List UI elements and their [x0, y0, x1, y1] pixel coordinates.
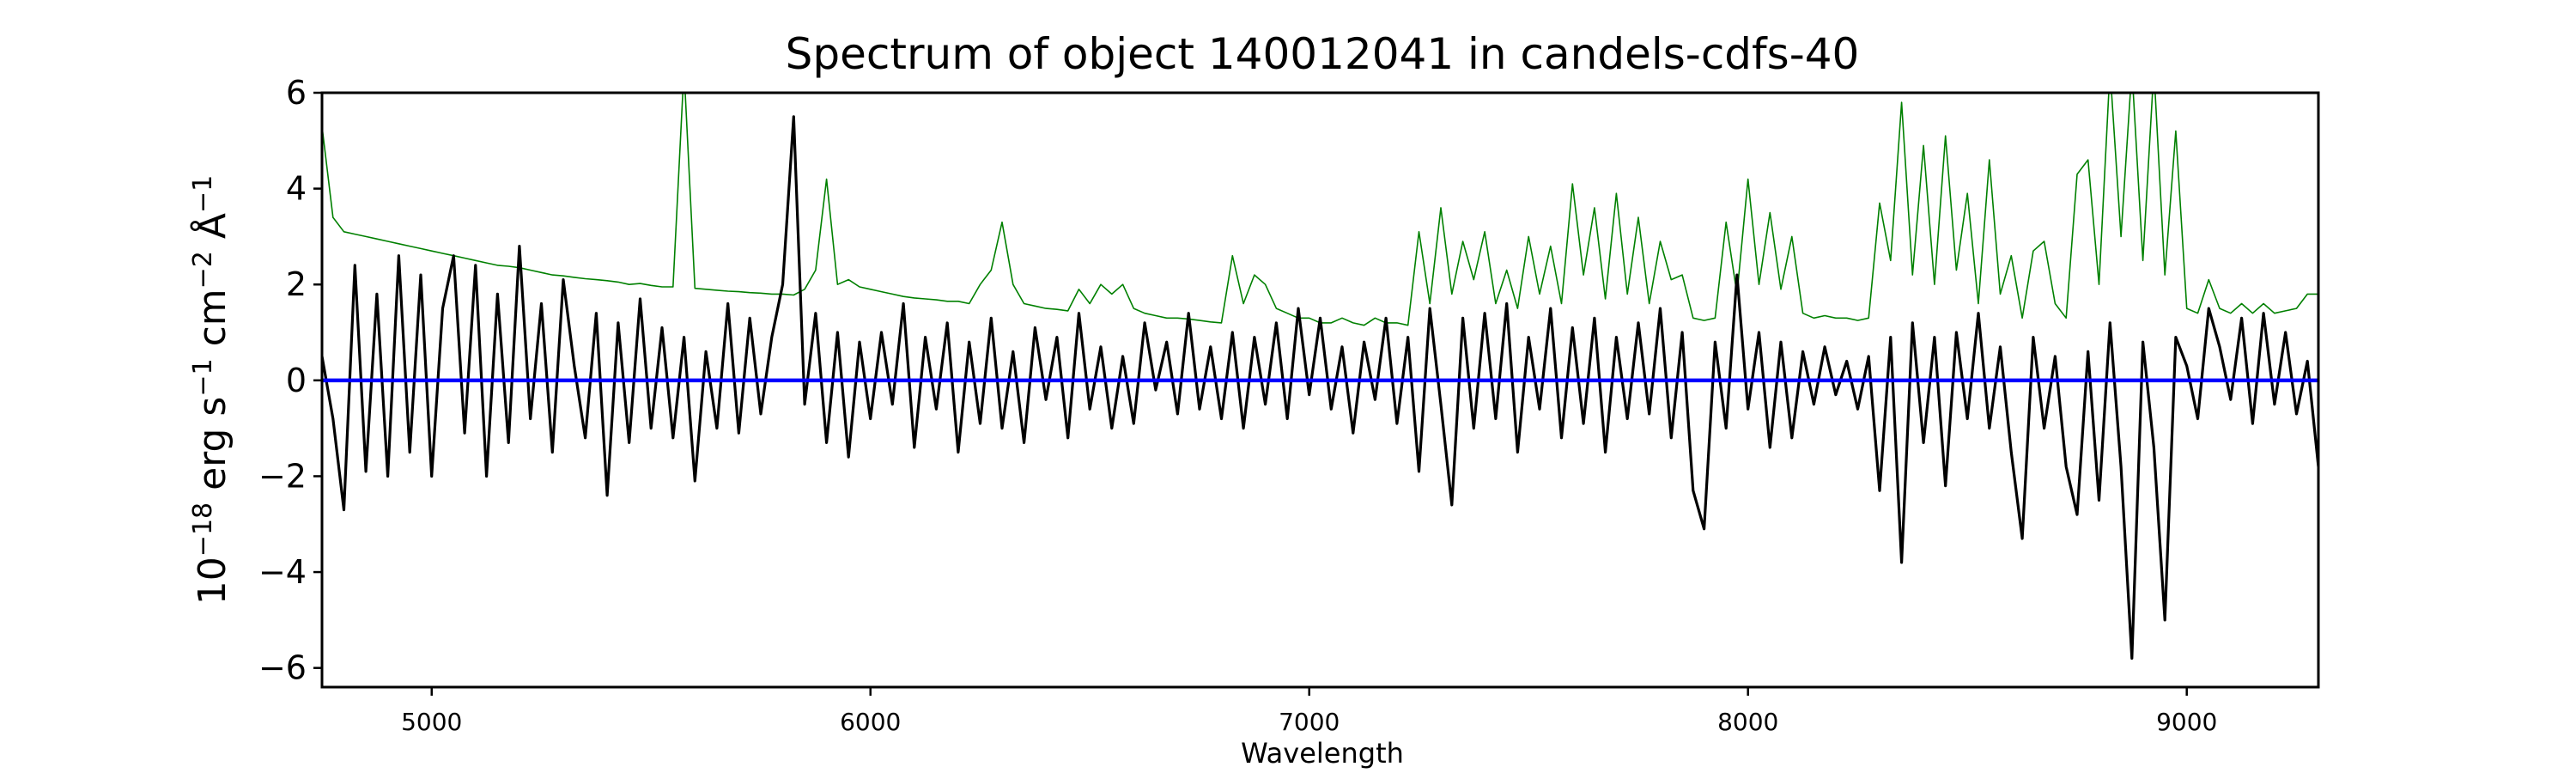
- y-axis: −6 −4 −2 0 2 4 6: [258, 74, 322, 687]
- x-tick-label: 7000: [1279, 708, 1340, 736]
- ylabel-exp2: −2: [188, 251, 218, 289]
- ylabel-exp3: −1: [188, 175, 218, 213]
- ylabel-unit2: cm: [191, 289, 234, 358]
- x-axis-label: Wavelength: [1241, 737, 1404, 770]
- y-tick-label: 6: [286, 74, 307, 112]
- ylabel-unit3: Å: [189, 213, 234, 251]
- y-tick-label: −2: [258, 457, 307, 495]
- ylabel-exp1: −1: [188, 358, 218, 396]
- ylabel-exp0: −18: [188, 502, 218, 557]
- axes-frame: [320, 91, 2320, 689]
- series-error-line: [322, 93, 2318, 326]
- x-tick-label: 9000: [2156, 708, 2217, 736]
- x-tick-label: 5000: [401, 708, 462, 736]
- x-tick-label: 8000: [1717, 708, 1778, 736]
- chart-title: Spectrum of object 140012041 in candels-…: [786, 29, 1860, 79]
- ylabel-base: 10: [191, 557, 234, 605]
- ylabel-unit1: erg s: [191, 397, 234, 502]
- x-axis: 5000 6000 7000 8000 9000: [401, 687, 2217, 736]
- series-flux-line: [322, 115, 2318, 660]
- y-tick-label: −6: [258, 649, 307, 687]
- x-tick-label: 6000: [840, 708, 901, 736]
- plot-area: [322, 93, 2318, 660]
- y-tick-label: −4: [258, 553, 307, 591]
- y-tick-label: 2: [286, 265, 307, 303]
- y-tick-label: 0: [286, 362, 307, 399]
- y-axis-label: 10−18 erg s−1 cm−2 Å−1: [188, 175, 234, 605]
- y-tick-label: 4: [286, 170, 307, 208]
